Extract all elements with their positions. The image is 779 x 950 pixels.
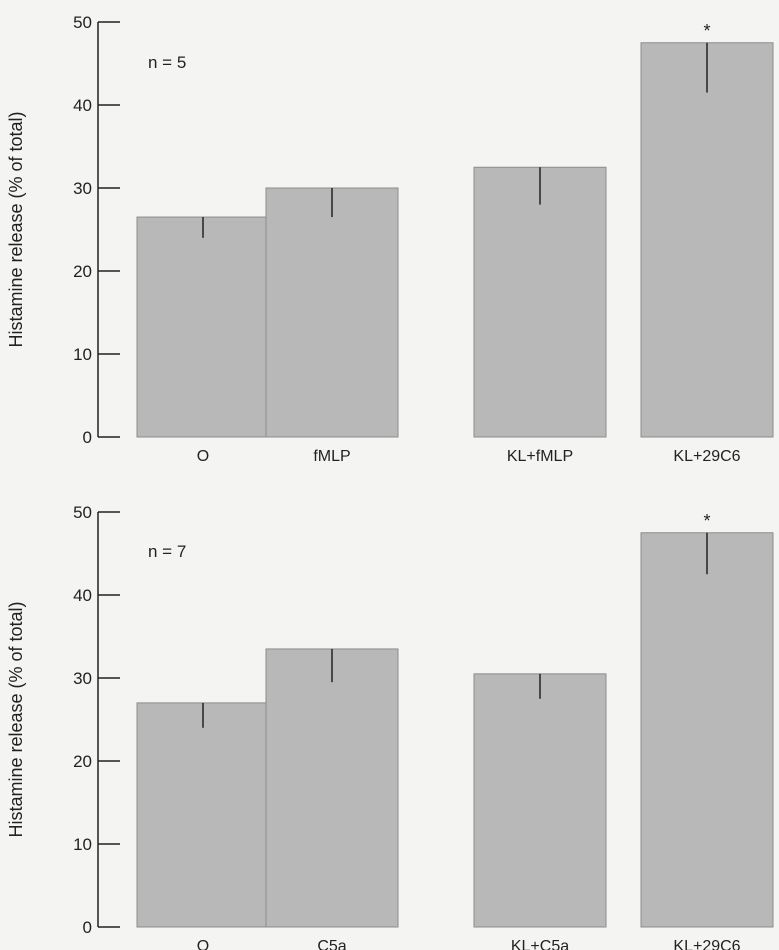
sample-size-label: n = 7 xyxy=(148,542,186,561)
y-tick-label: 10 xyxy=(73,345,92,364)
category-label: O xyxy=(197,448,209,465)
y-tick-label: 50 xyxy=(73,13,92,32)
category-label: KL+fMLP xyxy=(507,448,573,465)
bar xyxy=(640,42,774,438)
bar xyxy=(136,216,270,438)
bar xyxy=(136,702,270,928)
y-tick-label: 10 xyxy=(73,835,92,854)
bar xyxy=(265,648,399,928)
y-axis-title: Histamine release (% of total) xyxy=(6,601,26,837)
category-label: fMLP xyxy=(313,448,350,465)
significance-marker: * xyxy=(703,21,710,41)
y-tick-label: 0 xyxy=(83,428,92,447)
y-tick-label: 30 xyxy=(73,179,92,198)
category-label: O xyxy=(197,938,209,950)
bar xyxy=(473,166,607,438)
category-label: KL+C5a xyxy=(511,938,569,950)
category-label: C5a xyxy=(317,938,346,950)
y-tick-label: 30 xyxy=(73,669,92,688)
y-tick-label: 20 xyxy=(73,752,92,771)
bar xyxy=(640,532,774,928)
panel-c5a: O C5a KL+C5a * KL+29C6 0 10 20 30 40 50 Histamine r… xyxy=(6,503,774,950)
y-tick-label: 50 xyxy=(73,503,92,522)
y-axis-title: Histamine release (% of total) xyxy=(6,111,26,347)
y-tick-label: 40 xyxy=(73,586,92,605)
y-tick-label: 20 xyxy=(73,262,92,281)
y-tick-label: 0 xyxy=(83,918,92,937)
category-label: KL+29C6 xyxy=(673,448,740,465)
sample-size-label: n = 5 xyxy=(148,53,186,72)
y-tick-label: 40 xyxy=(73,96,92,115)
category-label: KL+29C6 xyxy=(673,938,740,950)
bar xyxy=(265,187,399,438)
significance-marker: * xyxy=(703,511,710,531)
bar xyxy=(473,673,607,928)
